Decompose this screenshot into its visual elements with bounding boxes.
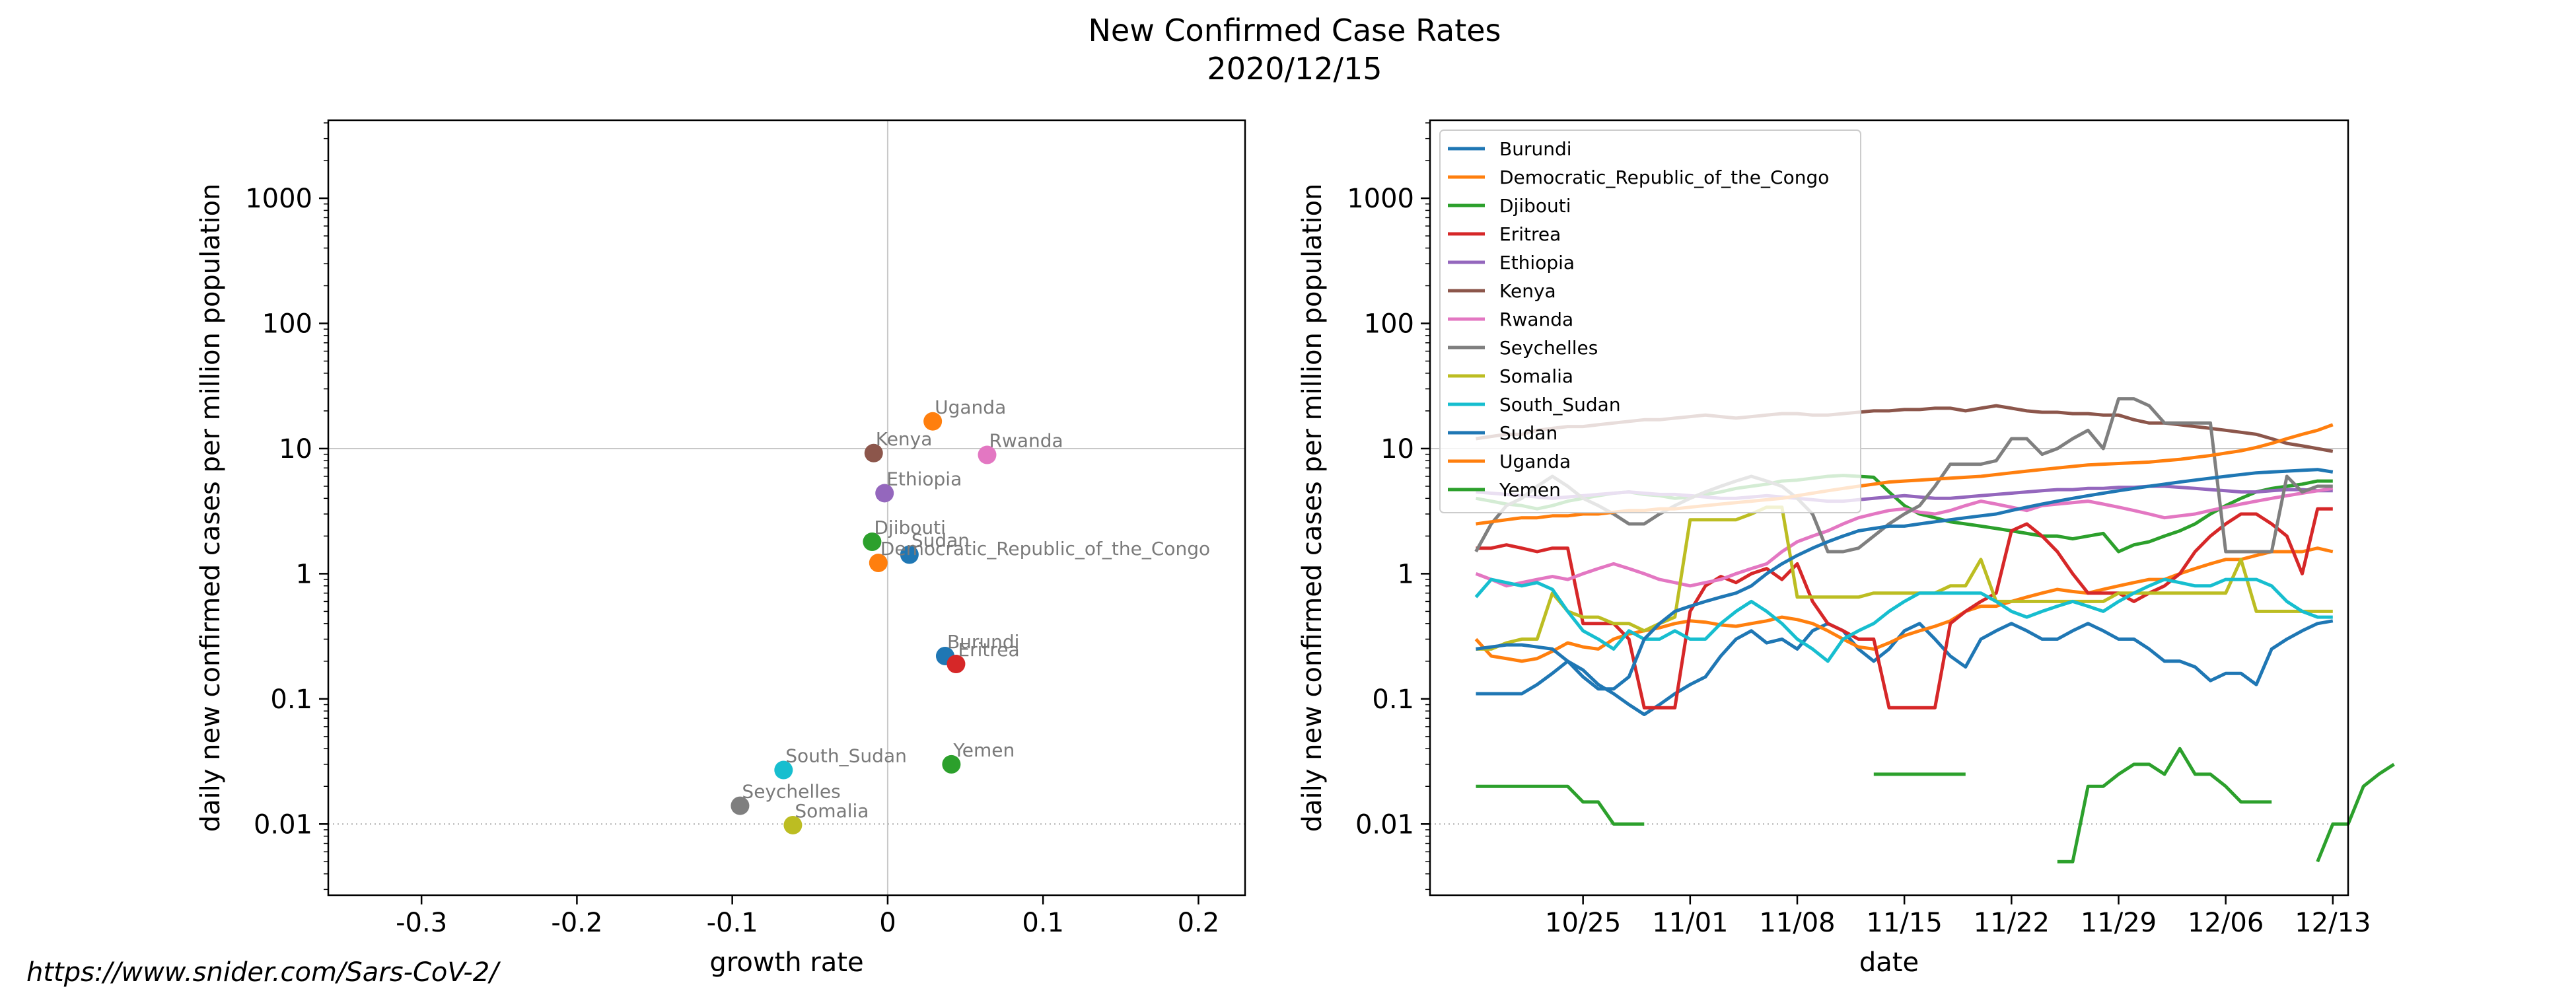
x-tick-label: 0 (879, 908, 896, 938)
figure-subtitle: 2020/12/15 (1207, 51, 1382, 87)
x-tick-label: 10/25 (1545, 908, 1621, 938)
point-label-ethiopia: Ethiopia (886, 468, 962, 490)
series-line-sudan (1476, 468, 2334, 691)
x-tick-label: -0.2 (551, 908, 602, 938)
legend-label-seychelles: Seychelles (1499, 337, 1598, 359)
series-line-south-sudan (1474, 577, 2333, 663)
point-eritrea (947, 655, 966, 674)
x-tick-label: 11/01 (1652, 908, 1728, 938)
y-tick-label: 1000 (1347, 184, 1414, 214)
point-uganda (923, 412, 943, 431)
series-line-seychelles (1474, 397, 2333, 554)
legend-label-yemen: Yemen (1499, 479, 1561, 501)
figure-title: New Confirmed Case Rates (1088, 13, 1501, 48)
point-label-somalia: Somalia (795, 800, 869, 822)
x-tick-label: 11/08 (1759, 908, 1835, 938)
legend-label-kenya: Kenya (1499, 280, 1556, 302)
point-democratic-republic-of-the-congo (869, 554, 888, 573)
point-label-yemen: Yemen (952, 739, 1015, 761)
x-tick-label: 11/22 (1974, 908, 2050, 938)
y-tick-label: 100 (1364, 309, 1414, 340)
point-label-democratic-republic-of-the-congo: Democratic_Republic_of_the_Congo (880, 538, 1210, 560)
plot-frame (1429, 119, 2349, 897)
point-label-rwanda: Rwanda (989, 430, 1063, 452)
y-tick-label: 0.1 (1372, 684, 1414, 715)
point-label-seychelles: Seychelles (742, 781, 840, 803)
x-tick-label: 11/29 (2081, 908, 2157, 938)
y-tick-label: 0.1 (270, 684, 312, 715)
series-line-democratic-republic-of-the-congo (1474, 546, 2334, 663)
legend-box (1439, 129, 1861, 513)
point-label-kenya: Kenya (876, 428, 933, 450)
point-rwanda (978, 445, 997, 464)
series-line-yemen (1476, 747, 2395, 863)
series-line-rwanda (1475, 486, 2334, 588)
x-tick-label: 12/06 (2188, 908, 2264, 938)
x-tick-label: 12/13 (2295, 908, 2371, 938)
series-line-burundi (1476, 619, 2334, 716)
y-tick-label: 10 (1380, 434, 1414, 464)
x-tick-label: 0.2 (1178, 908, 1220, 938)
legend-label-south-sudan: South_Sudan (1499, 394, 1621, 416)
point-label-burundi: Burundi (947, 631, 1020, 653)
point-label-south-sudan: South_Sudan (785, 745, 907, 767)
point-ethiopia (875, 484, 894, 503)
legend-label-burundi: Burundi (1499, 138, 1572, 160)
y-tick-label: 100 (262, 309, 312, 340)
x-axis-label: date (1859, 947, 1919, 978)
point-somalia (783, 815, 803, 834)
source-url: https://www.snider.com/Sars-CoV-2/ (26, 957, 501, 988)
legend-label-djibouti: Djibouti (1499, 195, 1571, 217)
point-seychelles (731, 796, 750, 815)
series-line-somalia (1476, 505, 2333, 651)
y-tick-label: 1 (296, 559, 312, 589)
series-line-eritrea (1476, 507, 2333, 710)
x-tick-label: -0.3 (396, 908, 447, 938)
point-sudan (900, 545, 919, 564)
time-series-line-panel: 10/25 11/01 11/08 11/15 11/22 11/29 12/06 12/13… (1297, 119, 2395, 978)
point-label-sudan: Sudan (912, 530, 970, 552)
x-tick-label: -0.1 (707, 908, 758, 938)
legend-label-uganda: Uganda (1499, 451, 1571, 472)
legend: Burundi Democratic_Republic_of_the_Congo D… (1439, 129, 1861, 513)
y-tick-label: 0.01 (1355, 809, 1414, 840)
point-yemen (942, 754, 961, 774)
plot-frame (327, 119, 1246, 897)
y-tick-label: 10 (279, 434, 312, 464)
x-axis-label: growth rate (709, 947, 863, 978)
point-label-djibouti: Djibouti (874, 517, 946, 538)
point-label-eritrea: Eritrea (958, 639, 1019, 661)
x-tick-label: 11/15 (1867, 908, 1943, 938)
legend-label-rwanda: Rwanda (1499, 309, 1573, 330)
y-tick-label: 1000 (245, 184, 312, 214)
legend-label-somalia: Somalia (1499, 365, 1573, 387)
x-tick-label: 0.1 (1022, 908, 1064, 938)
y-tick-label: 1 (1398, 559, 1414, 589)
y-axis-label: daily new confirmed cases per million po… (1297, 184, 1328, 832)
y-axis-label: daily new confirmed cases per million po… (196, 184, 226, 832)
y-tick-label: 0.01 (254, 809, 312, 840)
point-djibouti (863, 532, 882, 552)
point-south-sudan (774, 760, 793, 780)
legend-label-eritrea: Eritrea (1499, 223, 1561, 245)
legend-label-sudan: Sudan (1499, 422, 1557, 444)
legend-label-democratic-republic-of-the-congo: Democratic_Republic_of_the_Congo (1499, 166, 1829, 188)
point-kenya (864, 443, 883, 462)
legend-label-ethiopia: Ethiopia (1499, 252, 1575, 274)
point-label-uganda: Uganda (935, 396, 1006, 418)
